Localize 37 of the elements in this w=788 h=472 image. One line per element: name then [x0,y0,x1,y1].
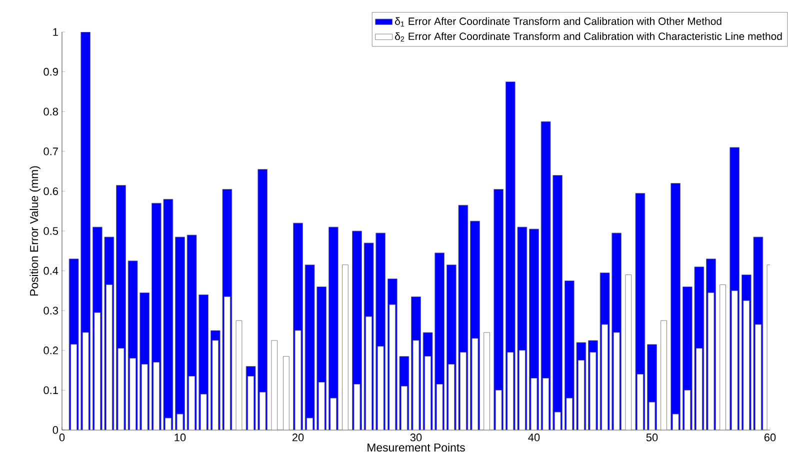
legend-label: δ$_{2}$ Error After Coordinate Transform and Calibration with Characteristic Line method [395,32,782,42]
y-tick-label: 0.1 [44,386,58,394]
y-tick-label: 0.8 [44,108,58,116]
bar [660,320,668,430]
x-tick-label: 30 [410,434,422,442]
bar [328,226,338,430]
y-tick-label: 0.9 [44,68,58,76]
y-tick-label: 0.2 [44,346,58,354]
y-tick-label: 1 [53,28,58,36]
x-tick-label: 40 [528,434,540,442]
x-tick-label: 20 [292,434,304,442]
y-tick-label: 0.4 [44,266,58,275]
bar [236,320,242,430]
bar [484,332,490,430]
bar [670,182,681,430]
bar [625,274,632,430]
bar [720,284,726,430]
bar [258,169,268,430]
x-tick-label: 50 [646,434,658,442]
x-tick-label: 10 [174,434,186,442]
x-axis-title: Mesurement Points [368,443,465,452]
legend-label: δ$_{1}$ Error After Coordinate Transform and Calibration with Other Method [395,17,722,26]
bar [283,356,290,430]
y-tick-label: 0.7 [44,148,58,156]
y-tick-label: 0 [52,426,58,434]
bar [552,175,563,430]
y-axis-title: Position Error Value (mm) [30,166,40,296]
bar [342,264,348,430]
bar [304,264,315,430]
y-tick-label: 0.6 [44,187,58,196]
bar [271,340,278,430]
x-tick-label: 0 [59,434,65,442]
y-tick-label: 0.5 [44,227,58,235]
x-tick-label: 60 [764,434,776,442]
bar [163,198,174,430]
bar [175,236,185,430]
y-tick-label: 0.3 [44,306,58,314]
